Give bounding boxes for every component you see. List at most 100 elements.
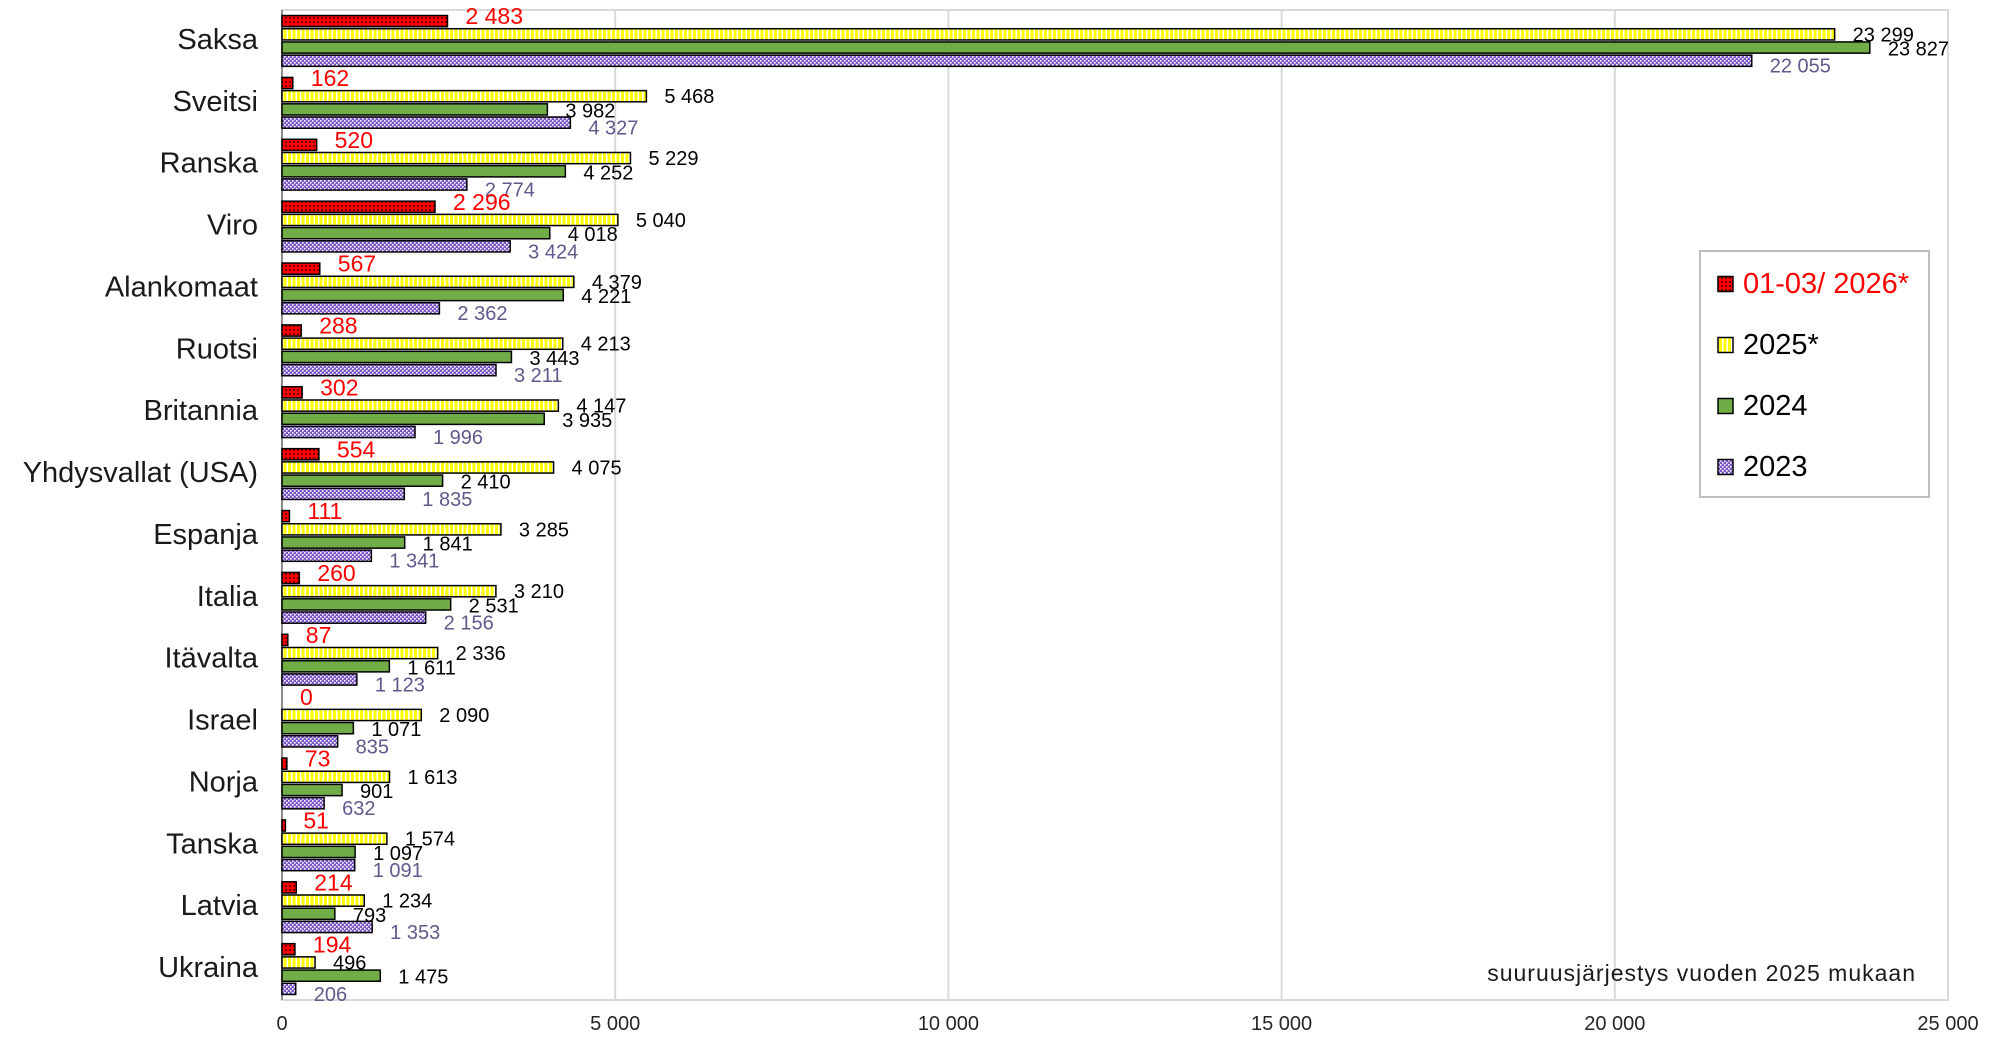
category-label-britannia: Britannia	[144, 395, 259, 427]
bar-yhdysvallat-usa-2024	[281, 474, 444, 488]
data-label-britannia-2025: 4 147	[576, 396, 626, 418]
legend-item-2025: 2025*	[1717, 329, 1819, 361]
x-tick-label-0: 0	[276, 1013, 287, 1035]
data-label-itavalta-2025: 2 336	[456, 643, 506, 665]
data-label-ranska-2025: 5 229	[648, 148, 698, 170]
data-label-sveitsi-01-03-2026: 162	[311, 65, 349, 91]
bar-yhdysvallat-usa-2025	[281, 461, 555, 474]
category-label-viro: Viro	[207, 210, 258, 242]
bar-yhdysvallat-usa-01-03-2026	[281, 447, 320, 461]
bar-norja-2023	[281, 796, 325, 810]
data-label-viro-2024: 4 018	[568, 224, 618, 246]
data-label-espanja-01-03-2026: 111	[307, 498, 342, 524]
legend-item-2023: 2023	[1717, 451, 1808, 483]
data-label-tanska-01-03-2026: 51	[303, 808, 329, 834]
category-label-itavalta: Itävalta	[165, 643, 259, 675]
bar-tanska-01-03-2026	[281, 819, 287, 832]
bar-latvia-01-03-2026	[281, 881, 298, 894]
bar-alankomaat-2024	[281, 288, 565, 302]
data-label-latvia-2024: 793	[353, 905, 386, 927]
data-label-ruotsi-2025: 4 213	[581, 334, 631, 356]
bar-latvia-2025	[281, 894, 365, 907]
data-label-britannia-2023: 1 996	[433, 427, 483, 449]
bar-sveitsi-2023	[281, 116, 572, 129]
bar-britannia-2023	[281, 425, 416, 439]
data-label-italia-2024: 2 531	[469, 595, 519, 617]
data-label-italia-2025: 3 210	[514, 581, 564, 603]
data-label-itavalta-2024: 1 611	[407, 657, 456, 679]
data-label-espanja-2023: 1 341	[389, 551, 439, 573]
bar-latvia-2024	[281, 907, 336, 921]
data-label-espanja-2025: 3 285	[519, 519, 569, 541]
bar-ukraina-01-03-2026	[281, 942, 296, 956]
data-label-ukraina-2025: 496	[333, 952, 366, 974]
bar-israel-2024	[281, 721, 355, 735]
bar-latvia-2023	[281, 920, 373, 934]
data-label-ukraina-01-03-2026: 194	[313, 931, 352, 957]
bar-sveitsi-01-03-2026	[281, 76, 294, 90]
category-label-yhdysvallat-usa: Yhdysvallat (USA)	[23, 457, 258, 489]
data-label-yhdysvallat-usa-2024: 2 410	[461, 472, 511, 494]
bar-britannia-01-03-2026	[281, 386, 303, 399]
legend-label-2023: 2023	[1743, 451, 1808, 483]
legend-swatch-2023	[1717, 458, 1734, 476]
data-label-tanska-2024: 1 097	[373, 843, 423, 865]
data-label-alankomaat-2023: 2 362	[457, 303, 507, 325]
category-label-latvia: Latvia	[181, 890, 259, 922]
bar-israel-2025	[281, 708, 423, 722]
data-label-ukraina-2023: 206	[314, 984, 347, 1006]
data-label-ruotsi-2024: 3 443	[529, 348, 579, 370]
legend-box	[1699, 250, 1930, 498]
data-label-viro-2025: 5 040	[636, 210, 686, 232]
gridlines	[614, 10, 1949, 1000]
bar-ranska-01-03-2026	[281, 138, 318, 152]
category-label-israel: Israel	[187, 705, 258, 737]
data-label-norja-01-03-2026: 73	[305, 746, 331, 772]
bar-italia-2025	[281, 584, 497, 598]
data-label-norja-2023: 632	[342, 798, 375, 820]
bar-espanja-2024	[281, 536, 406, 549]
x-tick-label-25000: 25 000	[1917, 1013, 1978, 1035]
data-label-israel-2023: 835	[356, 736, 389, 758]
bar-espanja-2025	[281, 522, 502, 536]
data-label-latvia-2023: 1 353	[390, 922, 440, 944]
bar-espanja-01-03-2026	[281, 509, 291, 523]
category-label-sveitsi: Sveitsi	[173, 86, 258, 118]
data-label-latvia-01-03-2026: 214	[314, 869, 353, 895]
bar-itavalta-01-03-2026	[281, 633, 289, 647]
data-label-itavalta-2023: 1 123	[375, 674, 425, 696]
bar-ruotsi-2023	[281, 363, 497, 377]
data-label-ruotsi-01-03-2026: 288	[319, 313, 357, 339]
legend-item-2024: 2024	[1717, 390, 1808, 422]
category-label-alankomaat: Alankomaat	[105, 271, 258, 303]
data-label-saksa-2025: 23 299	[1853, 24, 1914, 46]
x-tick-label-20000: 20 000	[1584, 1013, 1645, 1035]
legend-swatch-2024	[1717, 397, 1734, 415]
bar-ruotsi-2024	[281, 350, 513, 364]
bar-ranska-2024	[281, 164, 567, 178]
category-axis: Saksa Sveitsi Ranska Viro Alankomaat Ruotsi Br…	[23, 24, 259, 984]
data-label-yhdysvallat-usa-2025: 4 075	[572, 457, 622, 479]
data-label-ukraina-2024: 1 475	[398, 967, 448, 989]
data-label-sveitsi-2024: 3 982	[565, 100, 615, 122]
category-label-ruotsi: Ruotsi	[176, 333, 258, 365]
bar-yhdysvallat-usa-2023	[281, 487, 406, 501]
x-tick-label-10000: 10 000	[918, 1013, 979, 1035]
bar-tanska-2024	[281, 845, 356, 859]
legend: 01-03/ 2026* 2025* 2024 2023	[1699, 250, 1930, 498]
bar-saksa-2024	[281, 41, 1871, 54]
data-label-britannia-01-03-2026: 302	[320, 374, 358, 400]
bar-espanja-2023	[281, 549, 373, 563]
bar-itavalta-2024	[281, 659, 391, 673]
bar-viro-01-03-2026	[281, 200, 436, 214]
data-label-sveitsi-2025: 5 468	[664, 86, 714, 108]
bar-ruotsi-2025	[281, 337, 564, 351]
data-label-saksa-01-03-2026: 2 483	[465, 3, 523, 29]
bar-alankomaat-01-03-2026	[281, 262, 321, 275]
bar-itavalta-2025	[281, 646, 439, 660]
x-tick-label-5000: 5 000	[590, 1013, 640, 1035]
category-label-espanja: Espanja	[153, 519, 259, 551]
category-label-norja: Norja	[189, 766, 259, 798]
data-label-ranska-2023: 2 774	[485, 179, 535, 201]
